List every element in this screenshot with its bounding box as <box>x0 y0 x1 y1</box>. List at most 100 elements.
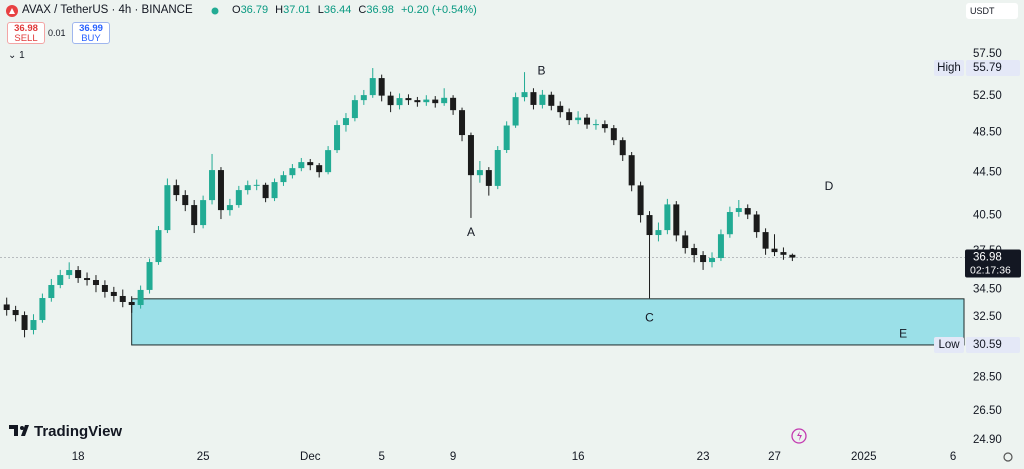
low-value-bg <box>966 336 1020 353</box>
demand-zone <box>131 298 965 346</box>
candle-body <box>164 185 171 231</box>
candle-body <box>209 170 216 201</box>
candle-body <box>173 185 180 196</box>
candle-body <box>441 97 448 104</box>
candle-body <box>539 94 546 105</box>
candle-body <box>557 105 564 113</box>
candle-body <box>39 298 46 321</box>
candle-body <box>459 110 466 136</box>
candle-body <box>485 170 492 186</box>
candle-body <box>494 150 501 186</box>
candle-body <box>110 291 117 296</box>
ohlc-value: 36.79 <box>240 4 269 16</box>
candle-body <box>48 285 55 299</box>
annotation: D <box>825 179 834 193</box>
candle-body <box>21 315 28 330</box>
candle-body <box>369 78 376 96</box>
indicators-toggle[interactable]: ⌄ 1 <box>8 50 25 61</box>
candle-body <box>316 165 323 173</box>
candle-body <box>682 235 689 249</box>
candle-body <box>646 215 653 236</box>
countdown: 02:17:36 <box>970 264 1011 276</box>
candle-body <box>566 112 573 121</box>
sell-button[interactable]: 36.98 SELL <box>7 22 45 44</box>
candle-body <box>226 205 233 211</box>
candle-body <box>351 100 358 119</box>
sell-price: 36.98 <box>14 23 38 34</box>
candle-body <box>387 95 394 106</box>
candle-body <box>780 252 787 255</box>
low-value: 30.59 <box>973 339 1002 351</box>
candle-body <box>325 150 332 173</box>
candle-body <box>298 162 305 169</box>
x-tick-label: 27 <box>768 451 781 463</box>
candle-body <box>673 204 680 236</box>
status-dot <box>211 7 219 15</box>
candle-body <box>182 195 189 206</box>
candle-body <box>610 128 617 141</box>
candle-body <box>271 182 278 199</box>
buy-button[interactable]: 36.99 BUY <box>72 22 110 44</box>
candle-body <box>450 97 457 111</box>
candle-body <box>664 204 671 231</box>
candle-body <box>307 162 314 166</box>
candle-body <box>405 98 412 101</box>
candle-body <box>414 100 421 103</box>
candle-body <box>432 99 439 104</box>
candle-body <box>200 200 207 226</box>
high-value-bg <box>966 60 1020 77</box>
candle-body <box>467 135 474 176</box>
candle-body <box>75 270 82 279</box>
change: +0.20 (+0.54%) <box>400 4 477 16</box>
candle-body <box>423 99 430 103</box>
currency-select[interactable]: USDT <box>966 3 1018 19</box>
ohlc-key: H <box>275 4 284 16</box>
candle-body <box>744 208 751 215</box>
candle-body <box>521 92 528 98</box>
y-tick-label: 32.50 <box>973 311 1002 323</box>
x-tick-label: 9 <box>450 451 456 463</box>
annotation: A <box>467 225 475 239</box>
ohlc-key: O <box>232 4 241 16</box>
candle-body <box>262 184 269 199</box>
annotation: E <box>899 327 907 341</box>
candle-body <box>128 301 135 306</box>
ohlc-key: C <box>358 4 367 16</box>
candle-body <box>57 275 64 286</box>
candle-body <box>146 262 153 290</box>
candle-body <box>137 289 144 306</box>
alert-bolt <box>797 431 802 441</box>
coin-icon <box>6 5 18 17</box>
candle-body <box>378 78 385 96</box>
x-tick-label: 2025 <box>851 451 877 463</box>
x-tick-label: 5 <box>378 451 384 463</box>
candle-body <box>217 170 224 211</box>
ohlc-value: 36.98 <box>366 4 394 16</box>
y-tick-label: 40.50 <box>973 210 1002 222</box>
x-tick-label: Dec <box>300 451 321 463</box>
y-tick-label: 57.50 <box>973 48 1002 60</box>
alert-icon[interactable] <box>791 428 807 444</box>
settings-icon[interactable] <box>1003 452 1013 462</box>
candle-body <box>789 254 796 258</box>
candle-body <box>342 118 349 126</box>
candle-body <box>66 270 73 276</box>
candle-body <box>503 125 510 151</box>
annotation: C <box>645 311 654 325</box>
candle-body <box>101 285 108 292</box>
candle-body <box>637 185 644 216</box>
candle-body <box>771 248 778 253</box>
x-tick-label: 25 <box>197 451 210 463</box>
candle-body <box>619 140 626 156</box>
candle-body <box>735 208 742 213</box>
indicator-count: 1 <box>19 50 25 61</box>
brand-logo <box>9 425 29 436</box>
symbol[interactable]: AVAX / TetherUS · 4h · BINANCE <box>22 4 193 16</box>
annotation: B <box>537 63 545 77</box>
y-tick-label: 24.90 <box>973 434 1002 446</box>
candle-body <box>30 320 37 330</box>
candle-body <box>762 232 769 249</box>
candle-body <box>726 212 733 235</box>
candle-body <box>235 190 242 206</box>
